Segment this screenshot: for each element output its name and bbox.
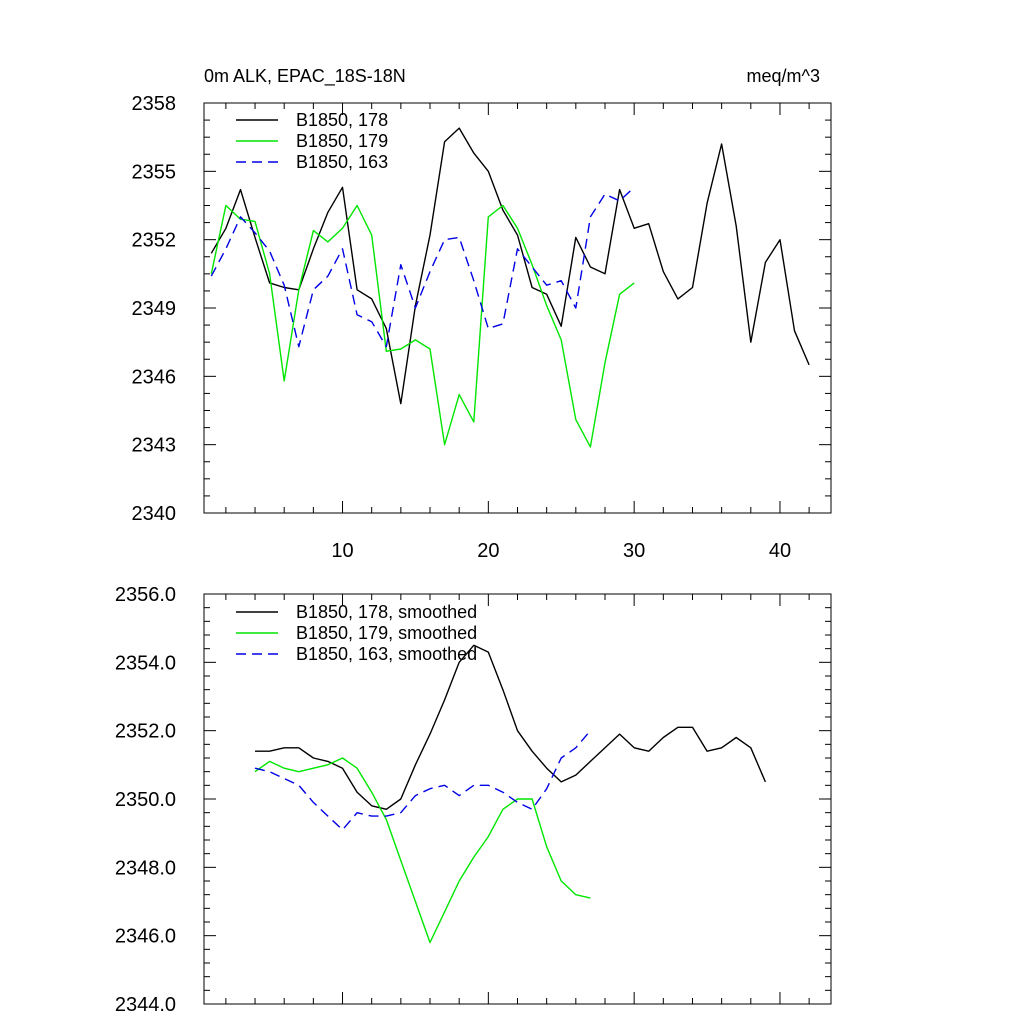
- panel-title-right: meq/m^3: [747, 66, 820, 86]
- panel2-legend-label-1: B1850, 178, smoothed: [296, 602, 477, 622]
- panel2-y-tick-label: 2346.0: [115, 926, 176, 948]
- panel1-x-tick-label: 30: [623, 540, 645, 562]
- panel1-series-line-3: [210, 186, 635, 348]
- panel2-y-tick-label: 2344.0: [115, 994, 176, 1016]
- panel1-series-line-1: [210, 127, 810, 405]
- panel2-series-line-3: [254, 730, 591, 831]
- panel1-y-tick-label: 2349: [132, 298, 177, 320]
- panel2-y-tick-label: 2354.0: [115, 652, 176, 674]
- panel2-y-tick-label: 2350.0: [115, 789, 176, 811]
- panel1-y-tick-label: 2355: [132, 161, 177, 183]
- panel1-x-tick-label: 20: [477, 540, 499, 562]
- panel2-legend-label-3: B1850, 163, smoothed: [296, 644, 477, 664]
- panel2-series-line-1: [255, 644, 767, 810]
- bottom-panel: 2344.0 2346.0 2348.0 2350.0 2352.0 2354.0 2356…: [115, 584, 832, 1016]
- panel1-legend-label-2: B1850, 179: [296, 131, 388, 151]
- panel2-legend-label-2: B1850, 179, smoothed: [296, 623, 477, 643]
- panel1-x-tick-label: 40: [769, 540, 791, 562]
- panel1-y-tick-label: 2346: [132, 366, 177, 388]
- panel2-y-tick-label: 2356.0: [115, 584, 176, 606]
- panel2-y-tick-label: 2348.0: [115, 857, 176, 879]
- panel1-series-line-2: [210, 204, 635, 448]
- panel1-y-tick-label: 2340: [132, 503, 177, 525]
- panel1-legend-label-1: B1850, 178: [296, 110, 388, 130]
- panel1-y-tick-label: 2352: [132, 230, 177, 252]
- panel1-x-tick-label: 10: [331, 540, 353, 562]
- panel-title-left: 0m ALK, EPAC_18S-18N: [204, 66, 406, 87]
- panel2-series-line-2: [254, 757, 591, 944]
- panel1-y-tick-label: 2358: [132, 93, 177, 115]
- panel2-y-tick-label: 2352.0: [115, 721, 176, 743]
- panel1-y-tick-label: 2343: [132, 435, 177, 457]
- top-panel: 2340 2343 2346 2349 2352 2355 2358 10 20 30 40 B185…: [132, 93, 832, 562]
- panel1-legend-label-3: B1850, 163: [296, 152, 388, 172]
